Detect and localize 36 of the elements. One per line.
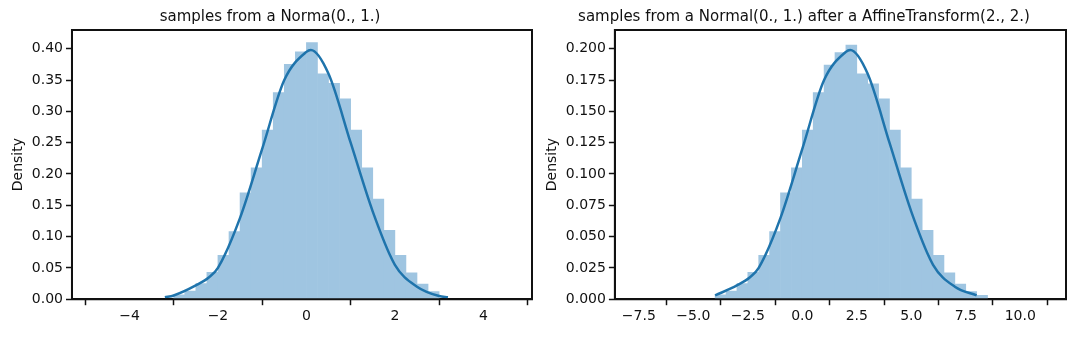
x-tick-label: 2 [390,307,400,324]
y-tick-label: 0.000 [565,289,606,306]
y-tick-label: 0.150 [565,102,606,119]
y-tick-label: 0.10 [31,227,63,244]
x-tick-label: −2.5 [730,307,765,324]
x-tick-label: −2 [207,307,229,324]
y-tick-label: 0.40 [31,39,63,56]
x-tick-label: 2.5 [845,307,868,324]
x-tick-label: −4 [119,307,140,324]
x-tick-label: 0.0 [791,307,814,324]
x-tick-label: 7.5 [954,307,977,324]
y-tick-label: 0.35 [31,70,63,87]
y-tick-label: 0.050 [565,227,606,244]
y-tick-label: 0.20 [31,164,63,181]
y-tick-label: 0.100 [565,164,606,181]
y-tick-label: 0.25 [31,133,63,150]
y-tick-label: 0.200 [565,39,606,56]
y-tick-label: 0.05 [31,258,63,275]
y-tick-label: 0.125 [565,133,606,150]
y-tick-label: 0.175 [565,70,606,87]
y-tick-label: 0.00 [31,289,63,306]
y-axis-title: Density [9,137,26,192]
x-tick-label: 10.0 [1004,307,1036,324]
x-tick-label: 4 [478,307,488,324]
line-series [163,48,450,299]
x-tick-label: 0 [301,307,311,324]
x-tick-label: 5.0 [900,307,923,324]
y-tick-label: 0.025 [565,258,606,275]
chart-title: samples from a Norma(0., 1.) [159,6,381,25]
y-tick-label: 0.15 [31,195,63,212]
x-tick-label: −5.0 [676,307,711,324]
y-tick-label: 0.30 [31,102,63,119]
y-tick-label: 0.075 [565,195,606,212]
chart-title: samples from a Normal(0., 1.) after a AffineTransform(2., 2.) [578,6,1030,25]
x-tick-label: −7.5 [621,307,656,324]
y-axis-title: Density [543,137,560,192]
